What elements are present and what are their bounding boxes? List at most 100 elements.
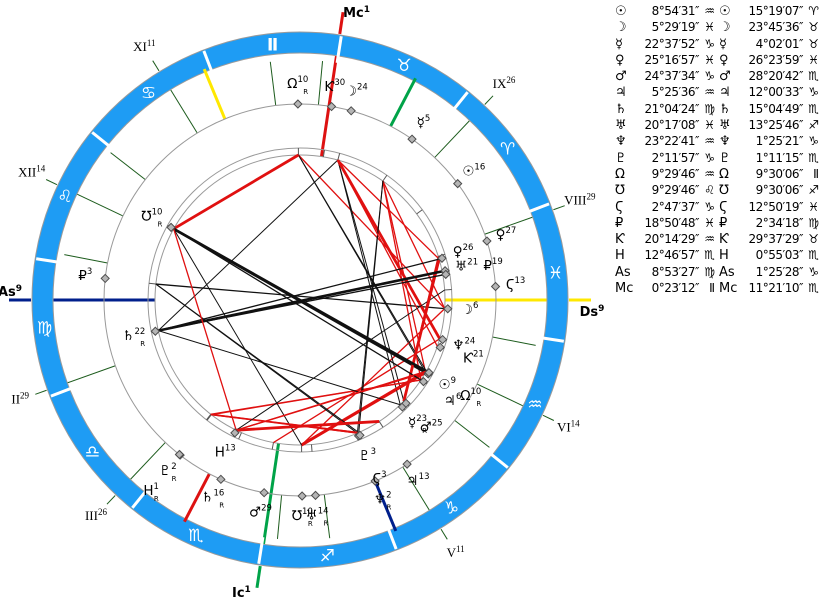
aspect-line [300,369,428,447]
table-row-pluto[interactable]: ♇ 1°11′15″ ♏ [719,151,819,167]
mars-glyph: ♂ [719,69,731,85]
planet1-h-object-marker[interactable] [230,428,240,438]
table-row-moon[interactable]: ☽ 5°29′19″ ♓ [615,20,715,36]
table-row-selena-white-moon[interactable]: ₽18°50′48″ ♓ [615,216,715,232]
planet2-saturn-marker[interactable] [216,474,226,485]
table-row-uranus[interactable]: ♅ 20°17′08″ ♓ [615,118,715,134]
planet2-south-node-marker[interactable] [297,491,307,501]
planet2-sun-marker[interactable] [452,178,463,189]
aspect-line [155,283,360,433]
table-row-selena-white-moon[interactable]: ₽2°34′18″ ♍ [719,216,819,232]
planet1-mars-marker[interactable] [401,398,411,409]
table-row-sun[interactable]: ☉ 15°19′07″ ♈ [719,4,819,20]
table-row-mercury[interactable]: ☿ 4°02′01″ ♉ [719,37,819,53]
table-row-midheaven[interactable]: Mc 0°23′12″ Ⅱ [615,281,715,297]
table-row-pluto[interactable]: ♇ 2°11′57″ ♑ [615,151,715,167]
jupiter-glyph: ♃ [719,85,731,101]
planet2-jupiter-marker[interactable] [402,459,412,469]
planet1-north-node-marker[interactable] [424,367,434,378]
planet2-neptune-marker[interactable] [370,476,380,486]
axis2-ds-line [202,68,227,120]
table-row-neptune[interactable]: ♆ 23°22′41″ ♒ [615,134,715,150]
planet1-moon-marker[interactable] [443,304,453,314]
planet2-moon-marker[interactable] [346,106,356,116]
ascendant-position-value: 1°25′28″ [755,264,804,279]
house2-cusp-line [492,336,536,346]
planet1-selena-white-moon-marker[interactable] [441,269,451,280]
planet2-mercury-marker[interactable] [407,134,417,144]
table-row-ascendant[interactable]: As 8°53′27″ ♍ [615,265,715,281]
venus-position-value: 26°23′59″ [748,52,803,67]
table-row-venus[interactable]: ♀ 25°16′57″ ♓ [615,53,715,69]
planet1-neptune-marker[interactable] [437,334,448,345]
planet2-h-object-marker[interactable] [174,449,185,460]
selena-white-moon-glyph: ₽ [615,215,624,231]
table-row-ascendant[interactable]: As 1°25′28″ ♑ [719,265,819,281]
table-row-h-object[interactable]: H 12°46′57″ ♏ [615,248,715,264]
planet2-lilith-black-moon-marker[interactable] [490,281,501,292]
planet1-saturn-label: ♄22 R [122,327,145,348]
south-node-sign-glyph: ♐ [808,183,819,198]
saturn-position-value: 15°04′49″ [748,101,803,116]
planet2-mars-marker[interactable] [259,487,269,498]
midheaven-position-value: 0°23′12″ [651,281,700,296]
uranus-position-value: 20°17′08″ [644,118,699,133]
table-row-saturn[interactable]: ♄ 21°04′24″ ♍ [615,102,715,118]
planet1-venus-marker[interactable] [437,253,447,263]
sun-glyph: ☉ [719,4,731,19]
planet1-chiron-marker[interactable] [435,342,445,353]
planet1-saturn-marker[interactable] [150,326,161,336]
inner-ring-inner [154,154,446,446]
table-row-lilith-black-moon[interactable]: Ϛ 2°47′37″ ♑ [615,200,715,216]
planet2-chiron-marker[interactable] [326,101,337,112]
sign-glyph-gemini: Ⅱ [267,35,278,55]
house2-cusp-line [269,61,277,106]
table-row-south-node[interactable]: ℧ 9°29′46″ ♌ [615,183,715,199]
uranus-glyph: ♅ [615,118,627,134]
axis2-as-line [373,480,398,532]
table-row-moon[interactable]: ☽ 23°45′36″ ♉ [719,20,819,36]
sign-glyph-capricorn: ♑ [444,499,459,519]
table-row-north-node[interactable]: Ω 9°29′46″ ♒ [615,167,715,183]
planet2-selena-white-moon-marker[interactable] [100,273,110,284]
planet1-sun-label: ☉9 [438,376,456,393]
table-row-h-object[interactable]: H 0°55′03″ ♏ [719,248,819,264]
planet2-north-node-marker[interactable] [293,99,303,109]
table-row-north-node[interactable]: Ω 9°30′06″ Ⅱ [719,167,819,183]
sign-separator [536,335,565,343]
table-row-mars[interactable]: ♂ 24°37′34″ ♑ [615,69,715,85]
sign-separator [257,536,265,565]
table-row-south-node[interactable]: ℧ 9°30′06″ ♐ [719,183,819,199]
table-row-chiron[interactable]: Ƙ 29°37′29″ ♉ [719,232,819,248]
sign-separator [485,449,509,469]
h-object-glyph: H [719,248,729,264]
planet1-lilith-black-moon-marker[interactable] [355,430,365,441]
table-row-mercury[interactable]: ☿ 22°37′52″ ♑ [615,37,715,53]
sign-separator [385,523,398,550]
table-row-venus[interactable]: ♀ 26°23′59″ ♓ [719,53,819,69]
south-node-glyph: ℧ [615,183,625,199]
table-row-mars[interactable]: ♂ 28°20′42″ ♏ [719,69,819,85]
axis-label-as: As9 [0,284,22,300]
table-row-lilith-black-moon[interactable]: Ϛ 12°50′19″ ♓ [719,200,819,216]
planet1-jupiter-marker[interactable] [418,376,429,387]
axis1-ic-line-outer [255,565,262,589]
table-row-jupiter[interactable]: ♃ 12°00′33″ ♑ [719,85,819,101]
north-node-glyph: Ω [719,166,729,182]
table-row-midheaven[interactable]: Mc 11°21′10″ ♏ [719,281,819,297]
table-row-neptune[interactable]: ♆ 1°25′21″ ♑ [719,134,819,150]
table-row-chiron[interactable]: Ƙ 20°14′29″ ♒ [615,232,715,248]
table-row-sun[interactable]: ☉ 8°54′31″ ♒ [615,4,715,20]
planet1-south-node-marker[interactable] [166,222,176,233]
degree-tick [206,413,212,421]
planet2-venus-marker[interactable] [482,236,492,246]
degree-tick [206,414,212,421]
table-row-uranus[interactable]: ♅ 13°25′46″ ♐ [719,118,819,134]
house-label-XII: XII14 [18,164,46,180]
chiron-position-value: 20°14′29″ [644,232,699,247]
synastry-wheel[interactable]: ♈ ♉ Ⅱ ♋ ♌ ♍ ♎ ♏ ♐ ♑ ♒ ♓ ☉9 ☽6 ☿23 R ♀26 ♂25♃6 ♄22 R ♅21 ♆24 ♇3… [0,0,612,600]
table-row-saturn[interactable]: ♄ 15°04′49″ ♏ [719,102,819,118]
planet1-pluto-label: ♇3 [359,447,377,464]
table-row-jupiter[interactable]: ♃ 5°25′36″ ♒ [615,85,715,101]
planet2-uranus-marker[interactable] [310,490,321,501]
